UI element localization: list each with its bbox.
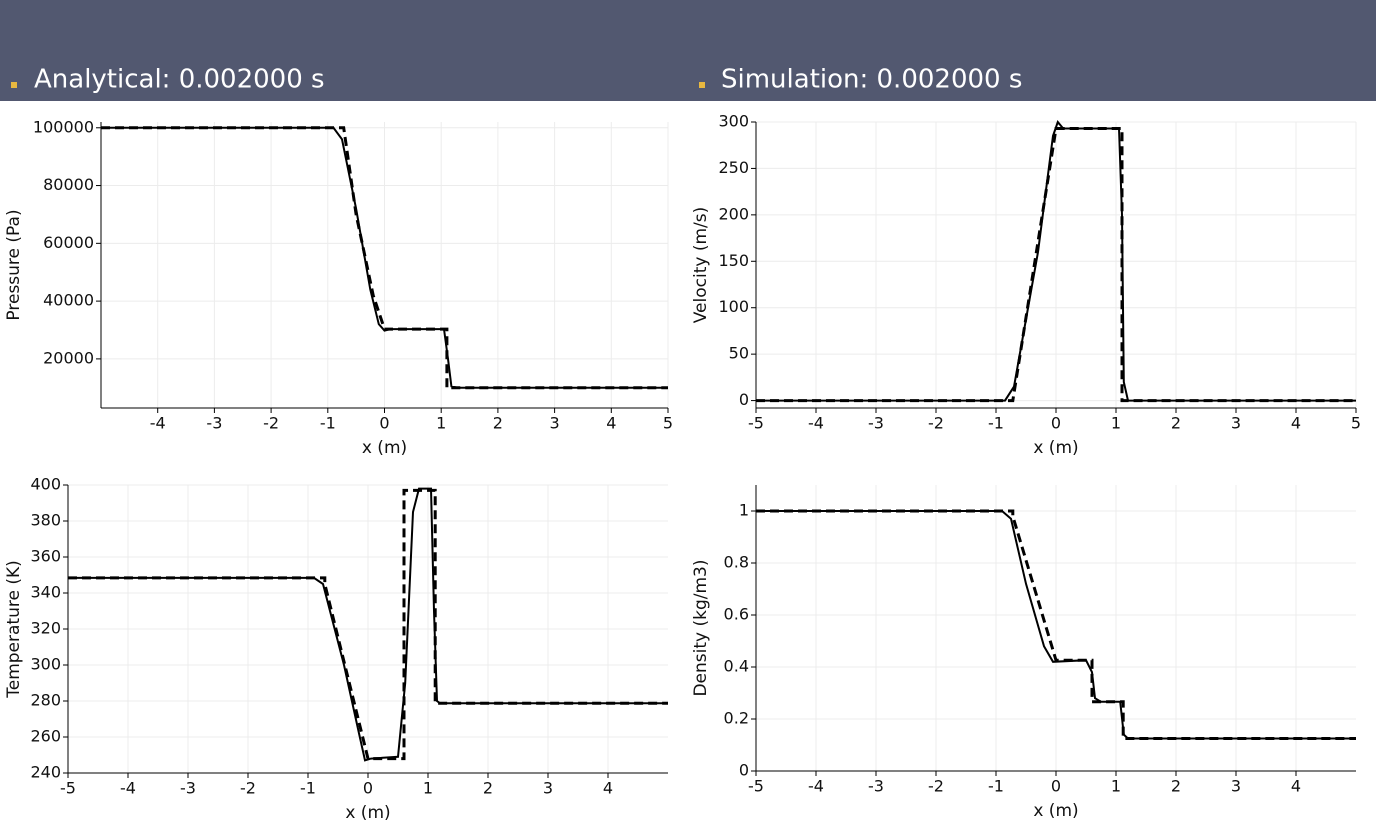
x-tick-label: -1 bbox=[320, 414, 336, 433]
x-tick-label: -1 bbox=[988, 777, 1004, 796]
y-tick-label: 360 bbox=[30, 547, 61, 566]
x-tick-label: 1 bbox=[1111, 414, 1121, 433]
x-axis-label: x (m) bbox=[362, 438, 407, 458]
x-tick-label: -3 bbox=[180, 779, 196, 798]
y-tick-label: 40000 bbox=[43, 291, 94, 310]
y-tick-label: 50 bbox=[729, 344, 749, 363]
y-axis-label: Density (kg/m3) bbox=[691, 559, 711, 696]
header-bar bbox=[0, 0, 1376, 101]
x-tick-label: -5 bbox=[60, 779, 76, 798]
x-tick-label: -2 bbox=[263, 414, 279, 433]
x-tick-label: -3 bbox=[868, 414, 884, 433]
y-tick-label: 0.4 bbox=[724, 657, 749, 676]
x-tick-label: -4 bbox=[808, 414, 824, 433]
data-line bbox=[756, 119, 1356, 402]
x-tick-label: 4 bbox=[1291, 414, 1301, 433]
y-tick-label: 150 bbox=[718, 251, 749, 270]
y-tick-label: 60000 bbox=[43, 233, 94, 252]
y-tick-label: 0.8 bbox=[724, 553, 749, 572]
x-tick-label: -5 bbox=[748, 414, 764, 433]
data-line bbox=[101, 126, 668, 390]
y-tick-label: 250 bbox=[718, 158, 749, 177]
x-tick-label: 0 bbox=[379, 414, 389, 433]
x-axis-label: x (m) bbox=[345, 803, 390, 823]
view-icon bbox=[11, 82, 17, 88]
x-tick-label: 4 bbox=[1291, 777, 1301, 796]
y-tick-label: 340 bbox=[30, 583, 61, 602]
x-tick-label: -4 bbox=[150, 414, 166, 433]
x-tick-label: -2 bbox=[240, 779, 256, 798]
y-tick-label: 380 bbox=[30, 511, 61, 530]
x-tick-label: 3 bbox=[1231, 777, 1241, 796]
x-tick-label: 3 bbox=[543, 779, 553, 798]
y-tick-label: 80000 bbox=[43, 175, 94, 194]
x-tick-label: 2 bbox=[493, 414, 503, 433]
y-tick-label: 0.2 bbox=[724, 709, 749, 728]
x-tick-label: 2 bbox=[1171, 777, 1181, 796]
x-tick-label: 4 bbox=[603, 779, 613, 798]
x-tick-label: 2 bbox=[1171, 414, 1181, 433]
x-tick-label: -1 bbox=[300, 779, 316, 798]
x-tick-label: -3 bbox=[868, 777, 884, 796]
y-tick-label: 400 bbox=[30, 475, 61, 494]
x-tick-label: 5 bbox=[1351, 414, 1361, 433]
y-tick-label: 0.6 bbox=[724, 605, 749, 624]
x-tick-label: 2 bbox=[483, 779, 493, 798]
y-tick-label: 300 bbox=[718, 112, 749, 131]
y-tick-label: 0 bbox=[739, 390, 749, 409]
data-line bbox=[101, 126, 668, 389]
data-line bbox=[756, 509, 1356, 740]
x-tick-label: -4 bbox=[808, 777, 824, 796]
y-tick-label: 20000 bbox=[43, 348, 94, 367]
y-tick-label: 200 bbox=[718, 204, 749, 223]
y-tick-label: 1 bbox=[739, 501, 749, 520]
view-icon bbox=[699, 82, 705, 88]
y-tick-label: 0 bbox=[739, 761, 749, 780]
x-tick-label: 1 bbox=[423, 779, 433, 798]
y-tick-label: 100 bbox=[718, 297, 749, 316]
view-title: Analytical: 0.002000 s bbox=[34, 65, 325, 95]
x-axis-label: x (m) bbox=[1033, 438, 1078, 458]
x-tick-label: -4 bbox=[120, 779, 136, 798]
x-tick-label: 0 bbox=[363, 779, 373, 798]
x-tick-label: -2 bbox=[928, 414, 944, 433]
y-axis-label: Temperature (K) bbox=[4, 560, 24, 699]
x-tick-label: 1 bbox=[436, 414, 446, 433]
y-tick-label: 260 bbox=[30, 727, 61, 746]
y-axis-label: Velocity (m/s) bbox=[691, 207, 711, 324]
y-tick-label: 300 bbox=[30, 655, 61, 674]
x-tick-label: 1 bbox=[1111, 777, 1121, 796]
x-tick-label: 5 bbox=[663, 414, 673, 433]
view-title: Simulation: 0.002000 s bbox=[721, 65, 1022, 95]
x-tick-label: 0 bbox=[1051, 777, 1061, 796]
y-axis-label: Pressure (Pa) bbox=[4, 209, 24, 320]
data-line bbox=[68, 487, 668, 762]
y-tick-label: 280 bbox=[30, 691, 61, 710]
x-axis-label: x (m) bbox=[1033, 801, 1078, 821]
y-tick-label: 240 bbox=[30, 763, 61, 782]
x-tick-label: -5 bbox=[748, 777, 764, 796]
x-tick-label: -3 bbox=[206, 414, 222, 433]
x-tick-label: 0 bbox=[1051, 414, 1061, 433]
x-tick-label: 4 bbox=[606, 414, 616, 433]
x-tick-label: -1 bbox=[988, 414, 1004, 433]
y-tick-label: 100000 bbox=[33, 117, 94, 136]
x-tick-label: 3 bbox=[550, 414, 560, 433]
x-tick-label: 3 bbox=[1231, 414, 1241, 433]
data-line bbox=[756, 510, 1356, 740]
x-tick-label: -2 bbox=[928, 777, 944, 796]
data-line bbox=[68, 488, 668, 761]
y-tick-label: 320 bbox=[30, 619, 61, 638]
